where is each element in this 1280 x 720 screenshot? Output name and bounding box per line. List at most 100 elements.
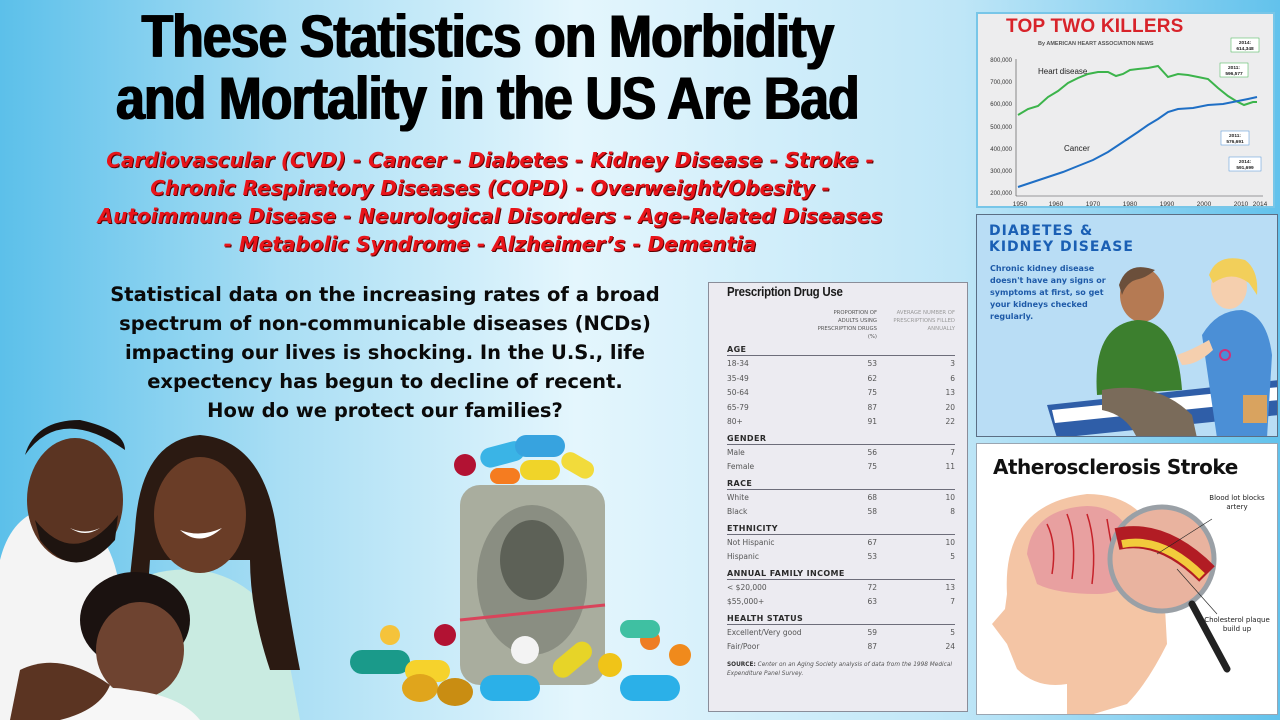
svg-text:591,699: 591,699 bbox=[1236, 165, 1254, 171]
row-label: 50-64 bbox=[727, 388, 749, 397]
table-header: Proportion of adults using prescription … bbox=[727, 309, 955, 341]
row-pct: 75 bbox=[867, 388, 877, 397]
row-avg: 8 bbox=[950, 507, 955, 516]
row-avg: 5 bbox=[950, 552, 955, 561]
table-source: SOURCE: Center on an Aging Society analy… bbox=[727, 661, 955, 679]
row-pct: 56 bbox=[867, 447, 877, 457]
table-title: Prescription Drug Use bbox=[727, 285, 843, 299]
row-pct: 87 bbox=[867, 402, 877, 412]
row-avg: 3 bbox=[950, 359, 955, 368]
intro-line: impacting our lives is shocking. In the … bbox=[124, 341, 646, 364]
row-avg: 24 bbox=[945, 642, 955, 651]
table-row: Excellent/Very good 59 5 bbox=[727, 626, 955, 641]
series-label-cancer: Cancer bbox=[1064, 144, 1090, 153]
intro-line: Statistical data on the increasing rates… bbox=[110, 283, 660, 306]
svg-text:800,000: 800,000 bbox=[990, 58, 1012, 64]
column-header-average: Average number of prescriptions filled a… bbox=[893, 310, 955, 332]
row-label: Male bbox=[727, 447, 745, 457]
section-health-status: HEALTH STATUS Excellent/Very good 59 5 Fai… bbox=[727, 614, 955, 655]
label-plaque-line-1: Cholesterol plaque bbox=[1204, 616, 1270, 624]
row-pct: 53 bbox=[867, 359, 877, 368]
table-row: 35-49 62 6 bbox=[727, 372, 955, 387]
row-label: Hispanic bbox=[727, 552, 759, 561]
table-row: Female 75 11 bbox=[727, 460, 955, 475]
svg-text:1990: 1990 bbox=[1160, 201, 1175, 208]
table-row: Not Hispanic 67 10 bbox=[727, 536, 955, 551]
row-pct: 53 bbox=[867, 552, 877, 561]
svg-text:614,348: 614,348 bbox=[1236, 46, 1254, 52]
label-blood-clot-line-1: Blood lot blocks bbox=[1209, 494, 1265, 502]
row-pct: 58 bbox=[867, 507, 877, 516]
row-label: White bbox=[727, 492, 749, 502]
row-label: Fair/Poor bbox=[727, 642, 760, 651]
table-row: 80+ 91 22 bbox=[727, 415, 955, 430]
table-row: White 68 10 bbox=[727, 491, 955, 506]
diabetes-kidney-panel: DIABETES & KIDNEY DISEASE Chronic kidney… bbox=[976, 214, 1278, 437]
section-race: RACE White 68 10 Black 58 8 bbox=[727, 479, 955, 520]
row-pct: 72 bbox=[867, 582, 877, 592]
section-heading: AGE bbox=[727, 345, 955, 356]
series-label-heart: Heart disease bbox=[1038, 67, 1088, 76]
row-avg: 7 bbox=[950, 447, 955, 457]
disease-list-line: Cardiovascular (CVD) - Cancer - Diabetes… bbox=[106, 148, 874, 172]
svg-text:596,577: 596,577 bbox=[1225, 71, 1243, 77]
row-pct: 87 bbox=[867, 642, 877, 651]
row-pct: 68 bbox=[867, 492, 877, 502]
label-plaque-line-2: build up bbox=[1222, 625, 1252, 633]
kidney-title-line-1: DIABETES & bbox=[989, 223, 1094, 239]
row-avg: 11 bbox=[945, 462, 955, 471]
table-row: < $20,000 72 13 bbox=[727, 581, 955, 596]
row-pct: 67 bbox=[867, 537, 877, 547]
row-pct: 91 bbox=[867, 417, 877, 426]
section-heading: ANNUAL FAMILY INCOME bbox=[727, 569, 955, 580]
source-text: Center on an Aging Society analysis of d… bbox=[727, 661, 952, 677]
column-header-proportion: Proportion of adults using prescription … bbox=[817, 310, 877, 340]
svg-text:1950: 1950 bbox=[1013, 201, 1028, 208]
label-cholesterol-plaque: Cholesterol plaque build up bbox=[1195, 616, 1277, 634]
svg-text:2011:: 2011: bbox=[1229, 133, 1241, 139]
section-heading: RACE bbox=[727, 479, 955, 490]
top-two-killers-chart: 200,000 300,000 400,000 500,000 600,000 … bbox=[976, 12, 1275, 208]
intro-paragraph: Statistical data on the increasing rates… bbox=[55, 280, 715, 425]
family-photo bbox=[0, 420, 300, 720]
svg-text:1960: 1960 bbox=[1049, 201, 1064, 208]
source-label: SOURCE: bbox=[727, 661, 756, 668]
row-label: 80+ bbox=[727, 417, 743, 426]
intro-line: expectency has begun to decline of recen… bbox=[147, 370, 623, 393]
table-row: Hispanic 53 5 bbox=[727, 550, 955, 565]
chart-subtitle: By AMERICAN HEART ASSOCIATION NEWS bbox=[1038, 41, 1154, 47]
section-heading: ETHNICITY bbox=[727, 524, 955, 535]
row-label: Not Hispanic bbox=[727, 537, 775, 547]
row-avg: 13 bbox=[945, 388, 955, 397]
table-row: 50-64 75 13 bbox=[727, 386, 955, 401]
row-label: $55,000+ bbox=[727, 597, 765, 606]
intro-line: How do we protect our families? bbox=[207, 399, 563, 422]
row-pct: 75 bbox=[867, 462, 877, 471]
table-row: 65-79 87 20 bbox=[727, 401, 955, 416]
disease-list: Cardiovascular (CVD) - Cancer - Diabetes… bbox=[30, 146, 950, 258]
svg-text:1970: 1970 bbox=[1086, 201, 1101, 208]
row-avg: 7 bbox=[950, 597, 955, 606]
brain-artery-illustration bbox=[992, 494, 1231, 714]
row-avg: 10 bbox=[945, 537, 955, 547]
row-label: Female bbox=[727, 462, 755, 471]
row-avg: 10 bbox=[945, 492, 955, 502]
section-income: ANNUAL FAMILY INCOME < $20,000 72 13 $55,0… bbox=[727, 569, 955, 610]
intro-line: spectrum of non-communicable diseases (N… bbox=[119, 312, 651, 335]
svg-text:2014:: 2014: bbox=[1239, 159, 1252, 165]
doctor-patient-illustration bbox=[1047, 258, 1277, 436]
svg-text:576,691: 576,691 bbox=[1226, 139, 1244, 145]
svg-text:600,000: 600,000 bbox=[990, 102, 1012, 108]
stroke-panel-title: Atherosclerosis Stroke bbox=[993, 455, 1238, 479]
disease-list-line: Chronic Respiratory Diseases (COPD) - Ov… bbox=[150, 176, 830, 200]
row-pct: 63 bbox=[867, 597, 877, 606]
line-chart: 200,000 300,000 400,000 500,000 600,000 … bbox=[990, 37, 1268, 208]
svg-text:200,000: 200,000 bbox=[990, 191, 1012, 197]
prescription-drug-table: Prescription Drug Use Proportion of adul… bbox=[708, 282, 968, 712]
section-gender: GENDER Male 56 7 Female 75 11 bbox=[727, 434, 955, 475]
table-row: 18-34 53 3 bbox=[727, 357, 955, 372]
chart-title: TOP TWO KILLERS bbox=[1006, 16, 1184, 37]
svg-text:2011:: 2011: bbox=[1228, 65, 1240, 71]
row-label: 65-79 bbox=[727, 402, 749, 412]
row-avg: 5 bbox=[950, 627, 955, 637]
